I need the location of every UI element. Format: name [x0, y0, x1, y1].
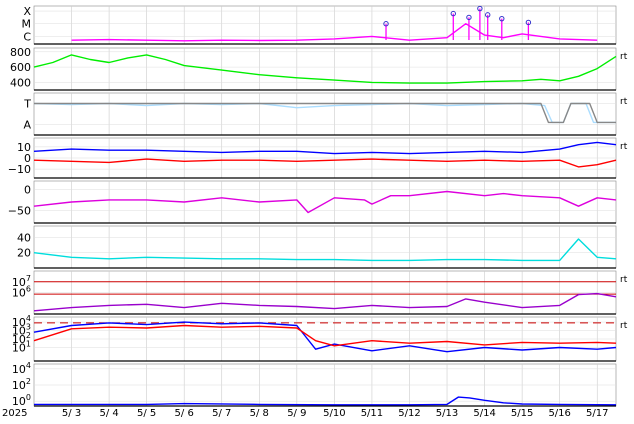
panel-frame [33, 180, 617, 224]
panel-right-label: rt [620, 97, 628, 107]
y-tick-label: 10 [17, 141, 31, 154]
x-tick-label: 5/ 8 [250, 408, 269, 419]
series-line [33, 158, 617, 168]
y-tick-label: 0 [24, 152, 31, 165]
flare-marker [383, 21, 389, 27]
x-tick-label: 5/10 [323, 408, 345, 419]
series-line [33, 324, 617, 347]
y-tick-label: 100 [12, 393, 31, 408]
x-axis: 2025 5/ 3 5/ 4 5/ 5 5/ 6 5/ 7 5/ 8 5/ 9 5/10 5/11… [2, 408, 608, 419]
y-tick-label: 0 [24, 183, 31, 196]
series-line [33, 292, 617, 312]
y-tick-label: 104 [12, 314, 31, 329]
y-tick-label: 40 [17, 231, 31, 244]
series-line [33, 321, 617, 353]
y-tick-label: C [23, 30, 31, 43]
x-tick-label: 5/11 [361, 408, 383, 419]
y-tick-label: M [22, 18, 32, 31]
x-tick-label: 5/ 3 [62, 408, 81, 419]
y-tick-label: −10 [8, 163, 31, 176]
x-tick-label: 5/12 [398, 408, 420, 419]
flare-marker [450, 10, 456, 17]
x-tick-label: 5/ 7 [212, 408, 231, 419]
x-tick-label: 5/17 [586, 408, 608, 419]
y-tick-label: 600 [10, 61, 31, 74]
panel-right-label: rt [620, 52, 628, 62]
x-tick-label: 5/ 6 [175, 408, 194, 419]
flare-marker [525, 19, 532, 26]
y-tick-label: 101 [12, 339, 31, 354]
series-line [33, 190, 617, 214]
y-tick-label: T [23, 98, 31, 111]
y-tick-label: −50 [8, 204, 31, 217]
series-line [33, 54, 617, 84]
x-tick-label: 5/15 [511, 408, 533, 419]
panel-right-label: rt [620, 142, 628, 152]
y-tick-label: 107 [12, 274, 31, 289]
y-tick-label: 106 [12, 285, 31, 300]
panel-frame [33, 47, 617, 91]
panel-frame [33, 5, 617, 45]
y-tick-label: 102 [12, 331, 31, 346]
panel-frame [33, 92, 617, 136]
x-tick-label: 5/ 4 [99, 408, 118, 419]
panel-frame [33, 225, 617, 269]
x-tick-label: 5/16 [548, 408, 570, 419]
panel-dst: 0 −50 [8, 180, 617, 224]
panel-xray: XMC [22, 5, 617, 45]
panel-solar-wind-speed: 400 600 800 rt [10, 46, 628, 91]
series-line [34, 396, 617, 406]
y-tick-label: 800 [10, 46, 31, 59]
y-tick-label: X [23, 5, 31, 18]
panel-right-label: rt [620, 321, 628, 331]
flare-marker [485, 12, 491, 18]
flare-marker [477, 5, 483, 12]
x-tick-label: 2025 [2, 408, 27, 419]
y-tick-label: A [23, 119, 31, 132]
x-tick-label: 5/14 [473, 408, 495, 419]
y-tick-label: 400 [10, 76, 31, 89]
series-line [71, 23, 598, 42]
panel-right-label: rt [620, 275, 628, 285]
flare-marker [499, 15, 505, 22]
series-line [33, 238, 617, 262]
series-line [34, 102, 616, 124]
y-tick-label: 103 [12, 323, 31, 338]
y-tick-label: 20 [17, 247, 31, 260]
series-line [33, 141, 617, 155]
y-tick-label: 102 [12, 377, 31, 392]
y-tick-label: 104 [12, 361, 31, 376]
panel-imf-bz-bt: 100−10 rt [8, 137, 628, 179]
x-tick-label: 5/ 5 [137, 408, 156, 419]
x-tick-label: 5/ 9 [287, 408, 306, 419]
x-tick-label: 5/13 [436, 408, 458, 419]
flare-marker [466, 14, 472, 21]
